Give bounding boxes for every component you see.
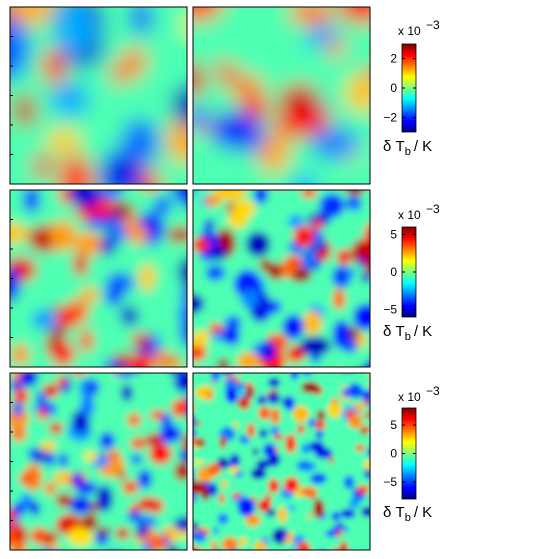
field-r3-left [10,373,187,550]
colorbar-3-multiplier: x 10 [398,390,421,404]
panel-r3-left [10,373,187,550]
colorbar-3: 5 0 −5 x 10 −3 δ Tb / K [383,384,440,524]
colorbar-2-multiplier: x 10 [398,208,421,222]
row-1: 2 0 −2 x 10 −3 δ Tb / K [9,6,440,185]
colorbar-tick-label: 5 [390,418,397,432]
panel-r1-right [193,7,370,184]
colorbar-3-ticks: 5 0 −5 [383,418,416,489]
panel-r2-left [10,190,187,367]
ticks-r3 [10,402,13,521]
colorbar-3-exponent: −3 [426,384,440,398]
field-r1-left [10,7,187,184]
colorbar-tick-label: 2 [390,52,397,66]
row-2: 5 0 −5 x 10 −3 δ Tb / K [9,189,440,368]
colorbar-1-exponent: −3 [426,18,440,32]
colorbar-tick-label: −2 [383,110,397,124]
colorbar-tick-label: 0 [390,265,397,279]
colorbar-tick-label: 0 [390,447,397,461]
colorbar-1-ticks: 2 0 −2 [383,52,416,124]
field-r2-right [193,190,370,367]
row-3: 5 0 −5 x 10 −3 δ Tb / K [9,372,440,551]
field-r1-right [193,7,370,184]
colorbar-tick-label: 5 [390,228,397,242]
colorbar-tick-label: −5 [383,303,397,317]
colorbar-tick-label: −5 [383,475,397,489]
ticks-r2 [10,219,13,338]
colorbar-2-ticks: 5 0 −5 [383,228,416,317]
panel-r1-left [10,7,187,184]
panel-r3-right [193,373,370,550]
panel-r2-right [193,190,370,367]
colorbar-2-title: δ Tb / K [383,323,432,343]
field-r2-left [10,190,187,367]
ticks-r1 [10,36,13,155]
colorbar-1: 2 0 −2 x 10 −3 δ Tb / K [383,18,440,158]
colorbar-1-title: δ Tb / K [383,138,432,158]
colorbar-3-title: δ Tb / K [383,504,432,524]
field-r3-right [193,373,370,550]
colorbar-1-multiplier: x 10 [398,24,421,38]
colorbar-tick-label: 0 [390,81,397,95]
colorbar-2: 5 0 −5 x 10 −3 δ Tb / K [383,202,440,343]
colorbar-2-exponent: −3 [426,202,440,216]
